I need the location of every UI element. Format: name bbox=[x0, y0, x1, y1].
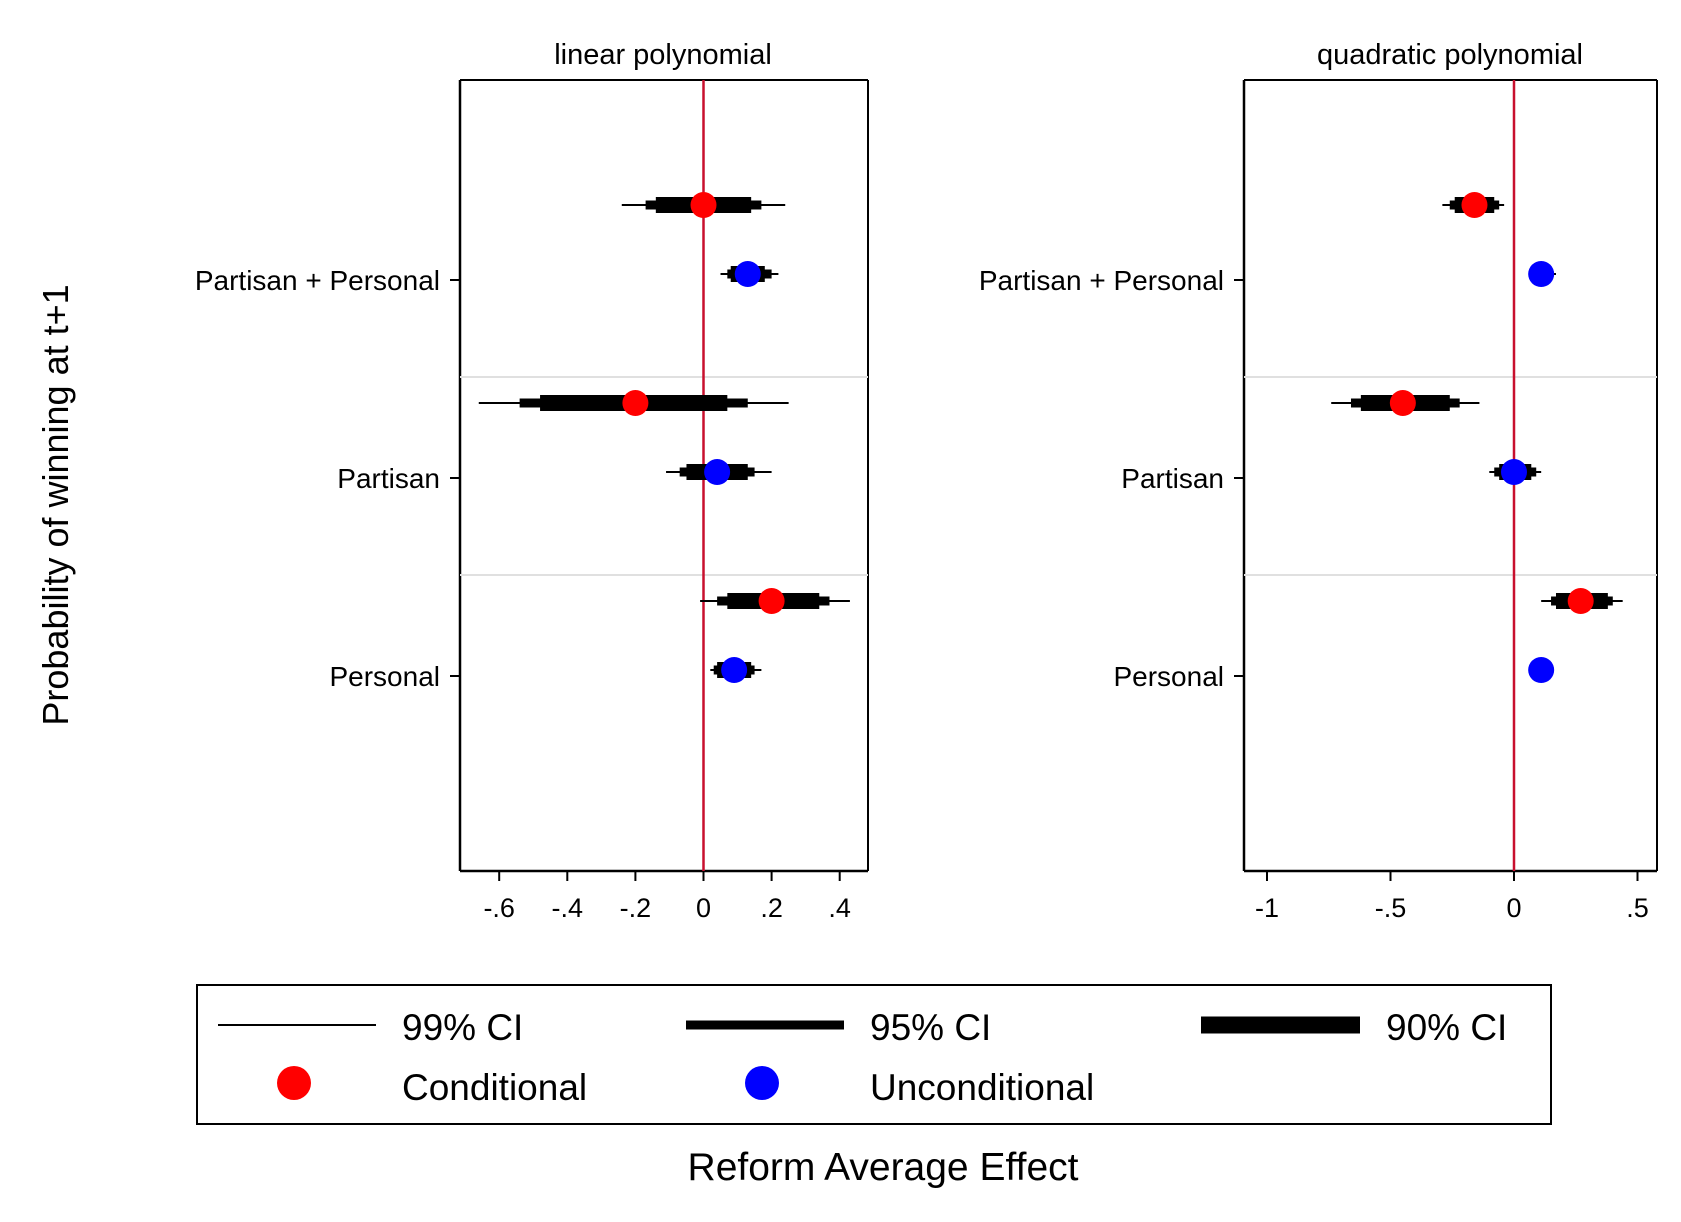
y-group-label: Personal bbox=[1113, 661, 1224, 692]
y-group-label: Partisan + Personal bbox=[195, 265, 440, 296]
conditional-point bbox=[1567, 588, 1594, 614]
x-axis-title: Reform Average Effect bbox=[688, 1146, 1079, 1189]
x-tick-label: -.2 bbox=[620, 893, 652, 923]
unconditional-point bbox=[734, 261, 761, 287]
conditional-point bbox=[690, 192, 717, 218]
conditional-point bbox=[1389, 390, 1416, 416]
y-axis-title: Probability of winning at t+1 bbox=[35, 284, 76, 725]
x-tick-label: -.5 bbox=[1375, 893, 1407, 923]
legend-label-conditional: Conditional bbox=[402, 1067, 587, 1108]
legend: 99% CI 95% CI 90% CI Conditional Uncondi… bbox=[196, 984, 1552, 1125]
y-axis-group-labels: Partisan + Personal Partisan Personal bbox=[979, 265, 1244, 692]
x-tick-label: 0 bbox=[1506, 893, 1521, 923]
legend-label-ci99: 99% CI bbox=[402, 1007, 523, 1048]
legend-label-unconditional: Unconditional bbox=[870, 1067, 1094, 1108]
y-group-label: Partisan bbox=[337, 463, 440, 494]
x-axis-ticks: -.6 -.4 -.2 0 .2 .4 bbox=[483, 871, 851, 923]
x-tick-label: .2 bbox=[760, 893, 783, 923]
x-tick-label: 0 bbox=[696, 893, 711, 923]
x-tick-label: .4 bbox=[828, 893, 851, 923]
unconditional-point bbox=[1528, 657, 1555, 683]
x-tick-label: .5 bbox=[1626, 893, 1649, 923]
legend-box bbox=[196, 984, 1552, 1125]
unconditional-point bbox=[704, 459, 731, 485]
estimate-marks bbox=[478, 192, 850, 683]
y-group-label: Partisan bbox=[1121, 463, 1224, 494]
legend-label-ci95: 95% CI bbox=[870, 1007, 991, 1048]
y-group-label: Personal bbox=[329, 661, 440, 692]
x-axis-ticks: -1 -.5 0 .5 bbox=[1255, 871, 1649, 923]
conditional-point bbox=[758, 588, 785, 614]
y-axis-group-labels: Partisan + Personal Partisan Personal bbox=[195, 265, 460, 692]
unconditional-point bbox=[721, 657, 748, 683]
conditional-point bbox=[1461, 192, 1488, 218]
panel-quadratic-polynomial: quadratic polynomial -1 -.5 0 .5 Partisan +… bbox=[979, 39, 1658, 923]
panel-linear-polynomial: linear polynomial -.6 -.4 -.2 0 .2 .4 Partisa… bbox=[195, 39, 869, 923]
estimate-marks bbox=[1331, 192, 1623, 683]
legend-marker-unconditional bbox=[745, 1066, 779, 1100]
unconditional-point bbox=[1528, 261, 1555, 287]
legend-marker-conditional bbox=[277, 1066, 311, 1100]
y-group-label: Partisan + Personal bbox=[979, 265, 1224, 296]
conditional-point bbox=[622, 390, 649, 416]
x-tick-label: -.4 bbox=[552, 893, 584, 923]
panel-title: linear polynomial bbox=[554, 39, 772, 71]
legend-label-ci90: 90% CI bbox=[1386, 1007, 1507, 1048]
x-tick-label: -1 bbox=[1255, 893, 1279, 923]
unconditional-point bbox=[1501, 459, 1527, 485]
x-tick-label: -.6 bbox=[483, 893, 515, 923]
panel-title: quadratic polynomial bbox=[1317, 39, 1583, 71]
